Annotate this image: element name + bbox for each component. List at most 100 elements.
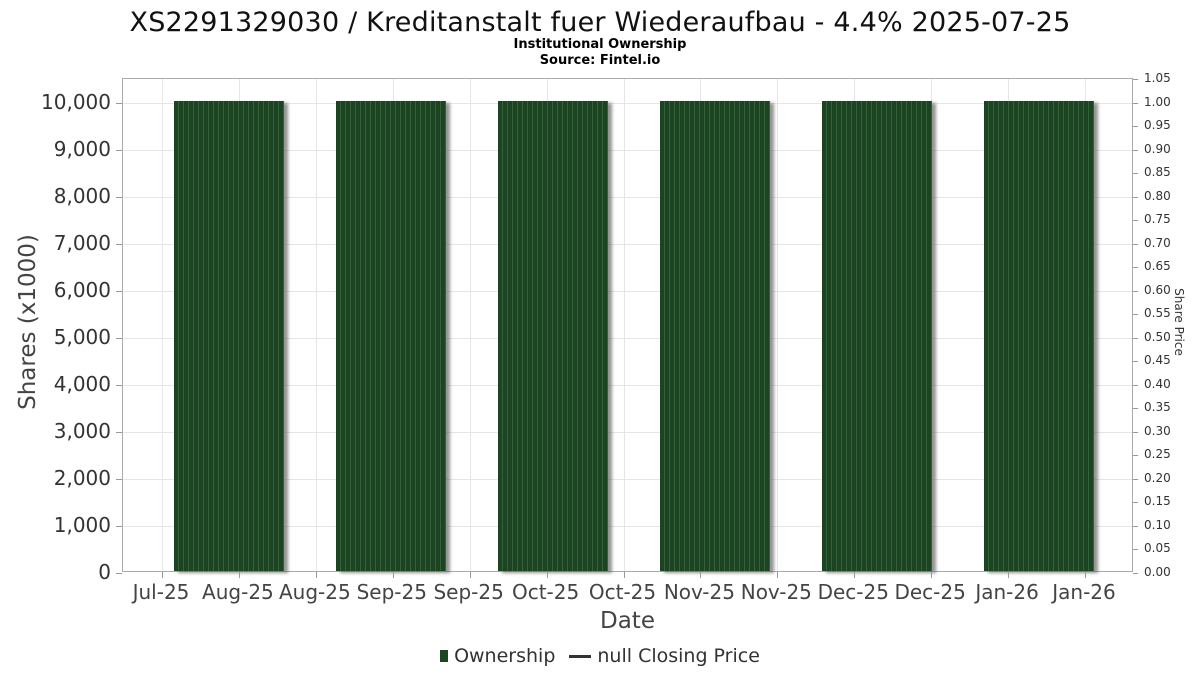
y-tick-label-left: 8,000 (53, 183, 111, 208)
h-gridline (123, 384, 1132, 386)
x-tick-label: Dec-25 (817, 580, 889, 604)
legend-item-closing-price[interactable]: null Closing Price (569, 645, 760, 667)
y-tick-left (116, 102, 122, 104)
y-tick-label-left: 3,000 (53, 418, 111, 443)
y-tick-right (1133, 267, 1138, 269)
y-tick-label-left: 7,000 (53, 230, 111, 255)
y-tick-label-right: 0.50 (1144, 329, 1171, 344)
x-tick (777, 572, 779, 578)
y-tick-right (1133, 196, 1138, 198)
v-gridline (315, 79, 317, 571)
x-tick-label: Oct-25 (511, 580, 580, 604)
x-tick (546, 572, 548, 578)
y-tick-label-right: 0.65 (1144, 259, 1171, 274)
bar-cluster[interactable] (984, 100, 1094, 571)
y-tick-right (1133, 525, 1138, 527)
y-tick-right (1133, 220, 1138, 222)
y-tick-right (1133, 290, 1138, 292)
y-tick-right (1133, 79, 1138, 80)
h-gridline (123, 243, 1132, 245)
legend-item-ownership[interactable]: Ownership (440, 645, 555, 667)
y-tick-label-right: 1.00 (1144, 94, 1171, 109)
y-tick-left (116, 431, 122, 433)
y-tick-right (1133, 455, 1138, 457)
y-tick-left (116, 525, 122, 527)
y-tick-label-left: 2,000 (53, 465, 111, 490)
ownership-square-icon (440, 650, 449, 662)
y-tick-label-right: 0.45 (1144, 353, 1171, 368)
y-tick-right (1133, 361, 1138, 363)
y-tick-label-right: 0.55 (1144, 306, 1171, 321)
v-gridline (623, 79, 625, 571)
y-tick-right (1133, 149, 1138, 151)
y-tick-label-left: 1,000 (53, 512, 111, 537)
v-gridline (162, 79, 163, 571)
h-gridline (123, 290, 1132, 292)
closing-price-line-icon (569, 654, 592, 658)
y-tick-left (116, 196, 122, 198)
x-tick-label: Aug-25 (278, 580, 351, 604)
y-tick-right (1133, 126, 1138, 128)
y-tick-label-left: 4,000 (53, 371, 111, 396)
h-gridline (123, 196, 1132, 198)
h-gridline (123, 337, 1132, 339)
chart-legend: Ownership null Closing Price (0, 645, 1200, 667)
x-tick (162, 572, 163, 578)
h-gridline (123, 525, 1132, 527)
y-tick-left (116, 243, 122, 245)
y-tick-label-right: 0.75 (1144, 212, 1171, 227)
y-tick-label-left: 5,000 (53, 324, 111, 349)
bar-cluster[interactable] (498, 100, 608, 571)
y-tick-label-right: 0.40 (1144, 376, 1171, 391)
v-gridline (469, 79, 471, 571)
x-tick (469, 572, 471, 578)
y-tick-label-right: 0.95 (1144, 118, 1171, 133)
y-tick-right (1133, 502, 1138, 504)
y-tick-right (1133, 337, 1138, 339)
y-tick-right (1133, 408, 1138, 410)
chart-title: XS2291329030 / Kreditanstalt fuer Wieder… (129, 7, 1071, 38)
x-tick (238, 572, 240, 578)
chart-source: Source: Fintel.io (539, 53, 661, 68)
v-gridline (777, 79, 779, 571)
y-tick-label-right: 0.70 (1144, 235, 1171, 250)
y-tick-label-right: 1.05 (1144, 71, 1171, 85)
y-tick-label-right: 0.10 (1144, 517, 1171, 532)
x-axis-title: Date (600, 608, 655, 634)
y-tick-label-right: 0.00 (1144, 565, 1171, 579)
y-tick-right (1133, 243, 1138, 245)
x-tick (1008, 572, 1010, 578)
y-tick-label-left: 0 (98, 560, 111, 584)
x-tick (623, 572, 625, 578)
y-tick-left (116, 384, 122, 386)
y-tick-right (1133, 431, 1138, 433)
x-tick (392, 572, 394, 578)
y-tick-right (1133, 573, 1138, 574)
y-axis-title-right: Share Price (1172, 288, 1186, 356)
x-tick-label: Nov-25 (663, 580, 735, 604)
y-tick-label-right: 0.60 (1144, 282, 1171, 297)
bar-cluster[interactable] (174, 100, 284, 571)
x-tick-label: Dec-25 (894, 580, 966, 604)
y-tick-left (116, 573, 122, 574)
y-tick-label-right: 0.30 (1144, 423, 1171, 438)
y-tick-label-right: 0.15 (1144, 494, 1171, 509)
y-tick-right (1133, 314, 1138, 316)
bar-cluster[interactable] (336, 100, 446, 571)
x-tick (700, 572, 702, 578)
x-tick-label: Sep-25 (433, 580, 504, 604)
x-tick-label: Jul-25 (132, 580, 190, 604)
y-tick-label-left: 10,000 (41, 89, 111, 114)
h-gridline (123, 478, 1132, 480)
y-tick-left (116, 337, 122, 339)
y-tick-right (1133, 173, 1138, 175)
x-tick (931, 572, 933, 578)
x-tick (1085, 572, 1086, 578)
y-tick-label-right: 0.20 (1144, 470, 1171, 485)
bar-cluster[interactable] (822, 100, 932, 571)
y-tick-left (116, 290, 122, 292)
bar-cluster[interactable] (660, 100, 770, 571)
legend-label-ownership: Ownership (454, 645, 556, 667)
x-tick-label: Oct-25 (588, 580, 657, 604)
